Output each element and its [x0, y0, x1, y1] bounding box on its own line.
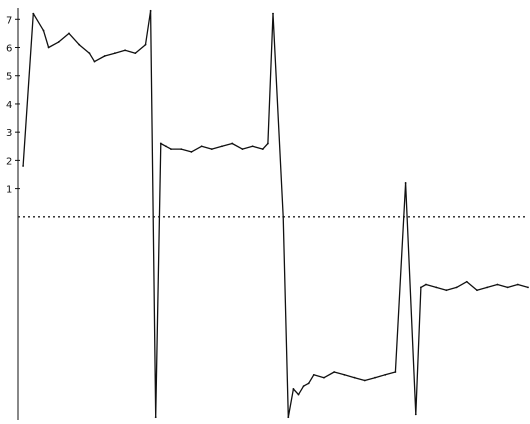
data-point	[124, 49, 126, 52]
data-point	[272, 12, 274, 15]
data-point	[88, 52, 91, 55]
data-point	[47, 46, 50, 49]
y-tick-label: 7	[6, 15, 12, 26]
data-point	[32, 12, 35, 15]
data-point	[476, 289, 478, 292]
data-point	[292, 388, 295, 390]
data-point	[353, 376, 356, 379]
y-tick-label: 4	[6, 100, 12, 111]
series-trace	[22, 9, 529, 419]
data-point	[114, 52, 116, 55]
data-point	[297, 393, 300, 396]
y-axis: 1 2 3 4 5 6 7	[6, 8, 20, 420]
data-point	[384, 373, 387, 376]
data-point	[287, 416, 290, 419]
data-point	[149, 9, 152, 12]
data-point	[282, 215, 285, 218]
data-point	[103, 55, 106, 57]
data-point	[363, 379, 366, 382]
data-point	[159, 142, 162, 145]
data-point	[231, 142, 234, 145]
data-point	[200, 145, 203, 148]
data-point	[465, 280, 468, 283]
data-point	[496, 283, 499, 286]
data-point	[190, 151, 193, 153]
y-tick-label: 1	[6, 185, 12, 196]
data-point	[78, 43, 81, 46]
data-point	[68, 32, 70, 35]
y-tick-label: 2	[6, 156, 12, 167]
data-point	[180, 148, 183, 150]
data-point	[42, 29, 45, 32]
series-line-0	[22, 10, 529, 418]
data-point	[307, 382, 310, 385]
data-point	[241, 148, 244, 150]
y-tick-label: 5	[6, 72, 12, 83]
data-point	[221, 145, 223, 148]
y-tick-label: 6	[6, 44, 12, 55]
data-point	[323, 376, 325, 379]
data-point	[394, 371, 397, 373]
data-point	[312, 373, 315, 376]
data-point	[435, 286, 438, 289]
data-point	[404, 182, 407, 184]
data-point	[420, 286, 422, 289]
data-point	[267, 142, 269, 145]
data-point	[144, 43, 147, 46]
data-point	[414, 413, 417, 416]
data-point	[57, 40, 60, 43]
y-tick-label: 3	[6, 128, 12, 139]
data-point	[374, 376, 376, 379]
data-point	[165, 145, 167, 148]
data-point	[170, 148, 172, 150]
data-point	[251, 145, 254, 148]
data-point	[343, 373, 346, 376]
data-point	[506, 286, 509, 289]
data-point	[333, 371, 336, 373]
data-point	[154, 416, 157, 419]
data-point	[527, 286, 529, 289]
data-point	[261, 148, 264, 150]
data-point	[22, 165, 24, 167]
data-point	[134, 52, 137, 55]
data-point	[516, 283, 519, 286]
data-point	[486, 286, 489, 289]
data-point	[455, 286, 458, 289]
data-point	[210, 148, 213, 150]
data-point	[93, 60, 96, 63]
data-point	[302, 385, 305, 388]
data-point	[425, 283, 427, 286]
data-point	[445, 289, 448, 292]
